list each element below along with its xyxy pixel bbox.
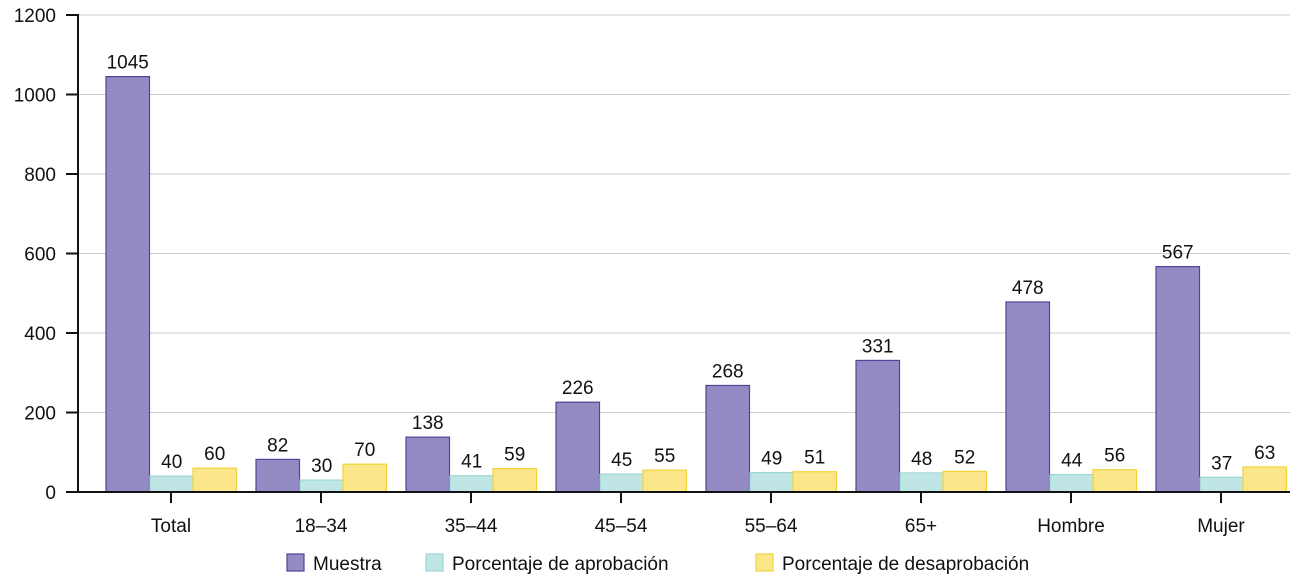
bar bbox=[855, 359, 901, 493]
data-label: 138 bbox=[412, 413, 444, 434]
y-tick-label: 1200 bbox=[14, 6, 56, 27]
data-label: 60 bbox=[204, 444, 225, 465]
data-label: 41 bbox=[461, 452, 482, 473]
bar bbox=[405, 436, 451, 493]
data-label: 52 bbox=[954, 447, 975, 468]
legend-label: Porcentaje de desaprobación bbox=[782, 554, 1029, 575]
data-label: 268 bbox=[712, 361, 744, 382]
bar bbox=[899, 472, 945, 493]
x-tick-label: 18–34 bbox=[295, 516, 348, 537]
bar bbox=[1005, 301, 1051, 493]
bar bbox=[1242, 466, 1288, 493]
data-label: 478 bbox=[1012, 278, 1044, 299]
y-tick-label: 400 bbox=[24, 324, 56, 345]
bar bbox=[792, 471, 838, 493]
legend-swatch bbox=[286, 553, 305, 572]
y-tick-label: 200 bbox=[24, 404, 56, 425]
data-label: 51 bbox=[804, 448, 825, 469]
y-tick-label: 1000 bbox=[14, 86, 56, 107]
x-tick-label: 35–44 bbox=[445, 516, 498, 537]
data-label: 56 bbox=[1104, 446, 1125, 467]
legend-swatch bbox=[755, 553, 774, 572]
x-tick-label: Total bbox=[151, 516, 191, 537]
bar bbox=[105, 76, 151, 493]
bar bbox=[342, 463, 388, 493]
bar bbox=[599, 473, 645, 493]
bar bbox=[1155, 266, 1201, 493]
bar bbox=[705, 384, 751, 493]
data-label: 45 bbox=[611, 450, 632, 471]
y-tick-label: 0 bbox=[45, 483, 56, 504]
bar bbox=[555, 401, 601, 493]
bar bbox=[149, 475, 195, 493]
bar bbox=[192, 467, 238, 493]
y-tick-label: 600 bbox=[24, 245, 56, 266]
x-tick-label: 65+ bbox=[905, 516, 937, 537]
data-label: 567 bbox=[1162, 243, 1194, 264]
bar bbox=[299, 479, 345, 493]
data-label: 55 bbox=[654, 446, 675, 467]
bar bbox=[1092, 469, 1138, 493]
bar bbox=[449, 475, 495, 493]
data-label: 30 bbox=[311, 456, 332, 477]
data-label: 331 bbox=[862, 336, 894, 357]
x-tick-label: Mujer bbox=[1197, 516, 1245, 537]
x-tick-label: 45–54 bbox=[595, 516, 648, 537]
bar bbox=[942, 470, 988, 493]
data-label: 48 bbox=[911, 449, 932, 470]
bar bbox=[1199, 476, 1245, 493]
bar bbox=[749, 471, 795, 493]
data-label: 37 bbox=[1211, 453, 1232, 474]
data-label: 63 bbox=[1254, 443, 1275, 464]
bar bbox=[642, 469, 688, 493]
x-tick-label: Hombre bbox=[1037, 516, 1105, 537]
legend-label: Muestra bbox=[313, 554, 382, 575]
data-label: 226 bbox=[562, 378, 594, 399]
bar bbox=[492, 467, 538, 493]
legend-label: Porcentaje de aprobación bbox=[452, 554, 669, 575]
y-tick-label: 800 bbox=[24, 165, 56, 186]
data-label: 40 bbox=[161, 452, 182, 473]
data-label: 44 bbox=[1061, 451, 1083, 472]
bar bbox=[1049, 473, 1095, 493]
data-label: 49 bbox=[761, 449, 782, 470]
legend-swatch bbox=[425, 553, 444, 572]
data-label: 70 bbox=[354, 440, 375, 461]
data-label: 1045 bbox=[107, 53, 149, 74]
data-label: 82 bbox=[267, 435, 288, 456]
x-tick-label: 55–64 bbox=[745, 516, 798, 537]
data-label: 59 bbox=[504, 445, 525, 466]
bar bbox=[255, 458, 301, 493]
